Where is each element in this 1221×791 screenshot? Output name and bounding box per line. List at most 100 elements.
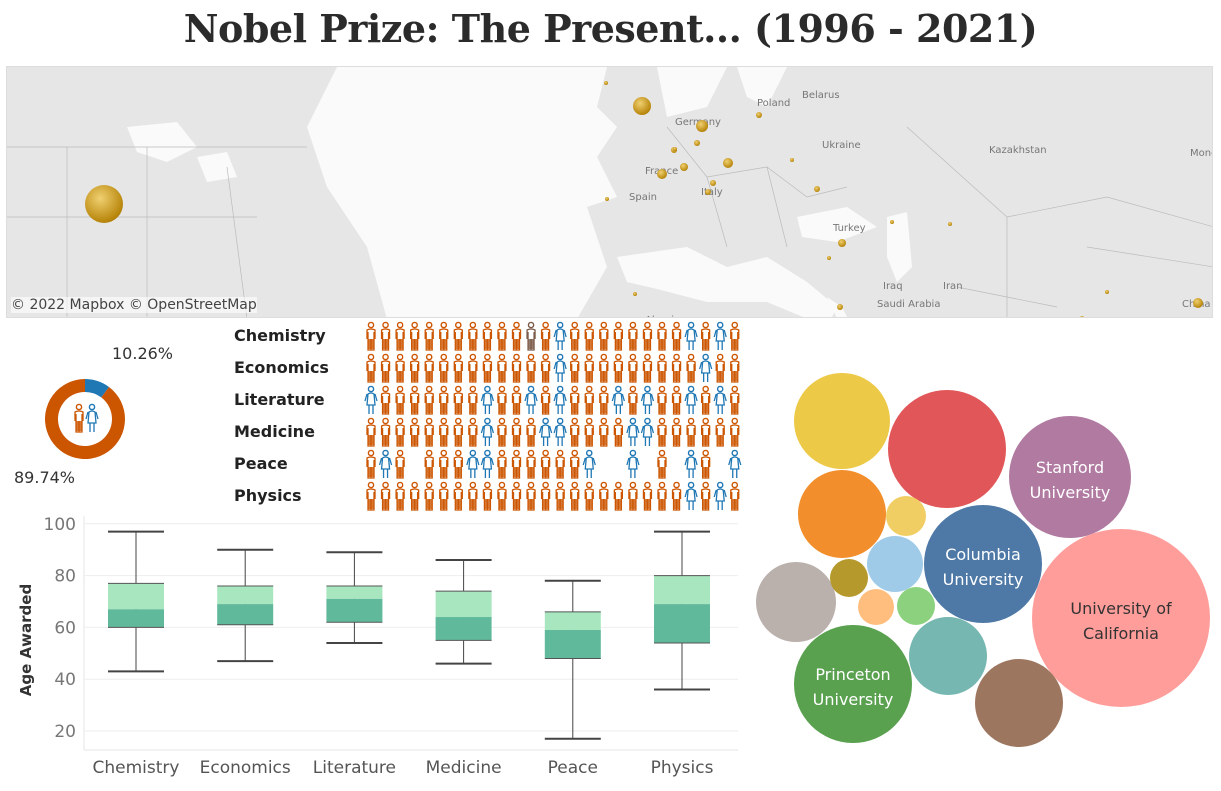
male-laureate-icon — [395, 449, 405, 479]
laureate-location-marker[interactable] — [85, 185, 123, 223]
map-attribution[interactable]: © 2022 Mapbox © OpenStreetMap — [11, 297, 257, 313]
university-bubble[interactable] — [756, 562, 836, 642]
pictogram-category-label: Chemistry — [234, 326, 326, 345]
gender-donut — [45, 379, 125, 459]
box-lower[interactable] — [326, 598, 383, 623]
box-upper[interactable] — [108, 583, 164, 610]
laureate-location-marker[interactable] — [705, 189, 711, 195]
laureate-location-marker[interactable] — [948, 222, 952, 226]
female-laureate-icon — [553, 385, 567, 414]
laureate-location-marker[interactable] — [1105, 290, 1109, 294]
male-laureate-icon — [366, 353, 376, 383]
pictogram-category-label: Economics — [234, 358, 329, 377]
laureate-location-marker[interactable] — [838, 239, 846, 247]
university-bubble[interactable] — [888, 390, 1006, 508]
map-label: Belarus — [802, 90, 840, 101]
box-lower[interactable] — [108, 609, 164, 628]
laureate-location-marker[interactable] — [633, 292, 637, 296]
male-laureate-icon — [584, 385, 594, 415]
box-upper[interactable] — [654, 575, 710, 605]
university-bubble[interactable] — [830, 559, 868, 597]
laureate-location-marker[interactable] — [790, 158, 794, 162]
male-laureate-icon — [482, 321, 493, 351]
laureate-location-marker[interactable] — [696, 120, 708, 132]
male-laureate-icon — [671, 385, 682, 415]
bubble-label: Columbia University — [943, 545, 1024, 589]
map-label: Ukraine — [822, 140, 861, 151]
box-lower[interactable] — [544, 629, 601, 659]
university-bubble[interactable] — [909, 617, 987, 695]
laureate-location-marker[interactable] — [694, 140, 700, 146]
male-laureate-icon — [657, 353, 667, 383]
donut-slice-female[interactable] — [85, 379, 110, 398]
male-laureate-icon — [613, 321, 624, 351]
laureate-location-marker[interactable] — [723, 158, 733, 168]
university-bubble[interactable] — [1009, 416, 1131, 538]
laureate-location-marker[interactable] — [837, 304, 843, 310]
male-laureate-icon — [497, 449, 507, 479]
university-bubble[interactable] — [975, 659, 1063, 747]
female-laureate-icon — [728, 449, 742, 478]
laureate-location-marker[interactable] — [633, 97, 651, 115]
male-laureate-icon — [570, 481, 580, 511]
university-bubble[interactable] — [897, 587, 935, 625]
laureate-location-marker[interactable] — [605, 197, 609, 201]
male-laureate-icon — [657, 481, 667, 511]
female-laureate-icon — [713, 481, 727, 510]
university-bubble[interactable] — [858, 589, 894, 625]
box-upper[interactable] — [435, 591, 492, 618]
female-percent-label: 10.26% — [112, 344, 174, 363]
male-laureate-icon — [511, 353, 522, 383]
box-lower[interactable] — [217, 604, 274, 625]
x-tick-label: Chemistry — [93, 758, 180, 778]
male-laureate-icon — [700, 385, 711, 415]
laureate-location-marker[interactable] — [890, 220, 894, 224]
male-laureate-icon — [657, 449, 667, 479]
map-label: Iraq — [883, 281, 903, 292]
male-laureate-icon — [511, 481, 522, 511]
male-icon — [74, 403, 84, 433]
university-bubble-chart: University of California Stanford Universit… — [756, 373, 1210, 747]
box-upper[interactable] — [217, 585, 274, 605]
female-laureate-icon — [364, 385, 378, 414]
donut-slice-male[interactable] — [45, 379, 125, 459]
male-laureate-icon — [613, 353, 624, 383]
university-bubble[interactable] — [794, 373, 890, 469]
university-bubble[interactable] — [867, 536, 923, 592]
box-lower[interactable] — [435, 617, 492, 641]
male-laureate-icon — [395, 321, 405, 351]
box-upper[interactable] — [544, 611, 601, 630]
male-laureate-icon — [380, 481, 391, 511]
laureate-location-marker[interactable] — [814, 186, 820, 192]
age-boxplot: 20 40 60 80 100 Age Awarded Chemistry Economics… — [17, 515, 738, 778]
male-laureate-icon — [453, 321, 463, 351]
box-lower[interactable] — [654, 604, 710, 643]
university-bubble[interactable] — [924, 505, 1042, 623]
laureate-location-marker[interactable] — [710, 180, 716, 186]
male-laureate-icon — [395, 481, 405, 511]
female-laureate-icon — [626, 417, 640, 446]
laureate-location-marker[interactable] — [1193, 298, 1203, 308]
laureate-location-marker[interactable] — [604, 81, 608, 85]
university-bubble[interactable] — [794, 625, 912, 743]
male-laureate-icon — [439, 449, 449, 479]
university-bubble[interactable] — [1032, 529, 1210, 707]
laureate-location-marker[interactable] — [827, 256, 831, 260]
map[interactable]: BelarusPolandGermanyUkraineKazakhstanFra… — [6, 66, 1213, 318]
male-laureate-icon — [497, 417, 507, 447]
bubble-label: University of California — [1070, 599, 1172, 643]
male-laureate-icon — [468, 321, 478, 351]
male-laureate-icon — [468, 385, 478, 415]
laureate-location-marker[interactable] — [1079, 316, 1085, 317]
university-bubble[interactable] — [798, 470, 886, 558]
male-laureate-icon — [439, 321, 449, 351]
male-laureate-icon — [511, 321, 522, 351]
university-bubble[interactable] — [886, 496, 926, 536]
laureate-location-marker[interactable] — [657, 169, 667, 179]
laureate-location-marker[interactable] — [680, 163, 688, 171]
y-tick-label: 100 — [44, 515, 76, 535]
laureate-location-marker[interactable] — [673, 147, 677, 151]
box-upper[interactable] — [326, 585, 383, 599]
laureate-location-marker[interactable] — [756, 112, 762, 118]
x-tick-label: Medicine — [426, 758, 502, 778]
